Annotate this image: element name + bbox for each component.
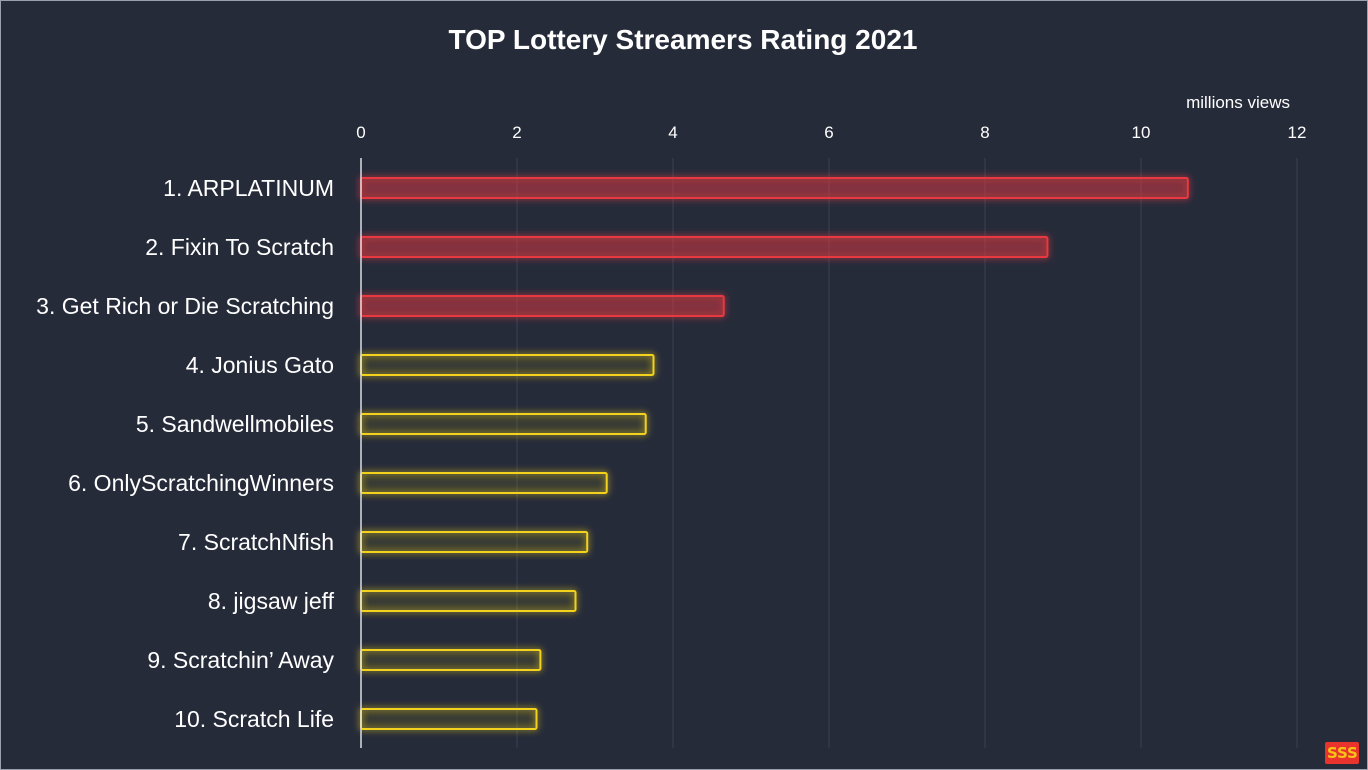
category-label: 8. jigsaw jeff bbox=[208, 588, 335, 614]
chart-title: TOP Lottery Streamers Rating 2021 bbox=[449, 24, 918, 55]
bar bbox=[360, 413, 647, 435]
x-tick-label: 12 bbox=[1288, 123, 1307, 142]
axis-unit-label: millions views bbox=[1186, 93, 1290, 112]
category-label: 6. OnlyScratchingWinners bbox=[68, 470, 334, 496]
bar bbox=[360, 590, 577, 612]
x-tick-label: 4 bbox=[668, 123, 677, 142]
category-label: 3. Get Rich or Die Scratching bbox=[36, 293, 334, 319]
bar bbox=[360, 472, 608, 494]
x-tick-label: 0 bbox=[356, 123, 365, 142]
category-label: 2. Fixin To Scratch bbox=[145, 234, 334, 260]
category-label: 4. Jonius Gato bbox=[186, 352, 334, 378]
x-tick-label: 2 bbox=[512, 123, 521, 142]
x-tick-label: 10 bbox=[1132, 123, 1151, 142]
category-label: 5. Sandwellmobiles bbox=[136, 411, 334, 437]
category-label: 7. ScratchNfish bbox=[178, 529, 334, 555]
bar bbox=[360, 177, 1189, 199]
category-label: 10. Scratch Life bbox=[174, 706, 334, 732]
category-labels: 1. ARPLATINUM 2. Fixin To Scratch 3. Get R… bbox=[36, 175, 334, 732]
bar bbox=[360, 708, 538, 730]
category-label: 1. ARPLATINUM bbox=[163, 175, 334, 201]
bar bbox=[360, 354, 655, 376]
bars bbox=[360, 177, 1189, 730]
x-tick-label: 6 bbox=[824, 123, 833, 142]
category-label: 9. Scratchin’ Away bbox=[147, 647, 334, 673]
bar bbox=[360, 531, 589, 553]
bar bbox=[360, 236, 1049, 258]
bar bbox=[360, 649, 542, 671]
x-axis-ticks: 0 2 4 6 8 10 12 bbox=[356, 123, 1306, 142]
x-tick-label: 8 bbox=[980, 123, 989, 142]
bar bbox=[360, 295, 725, 317]
